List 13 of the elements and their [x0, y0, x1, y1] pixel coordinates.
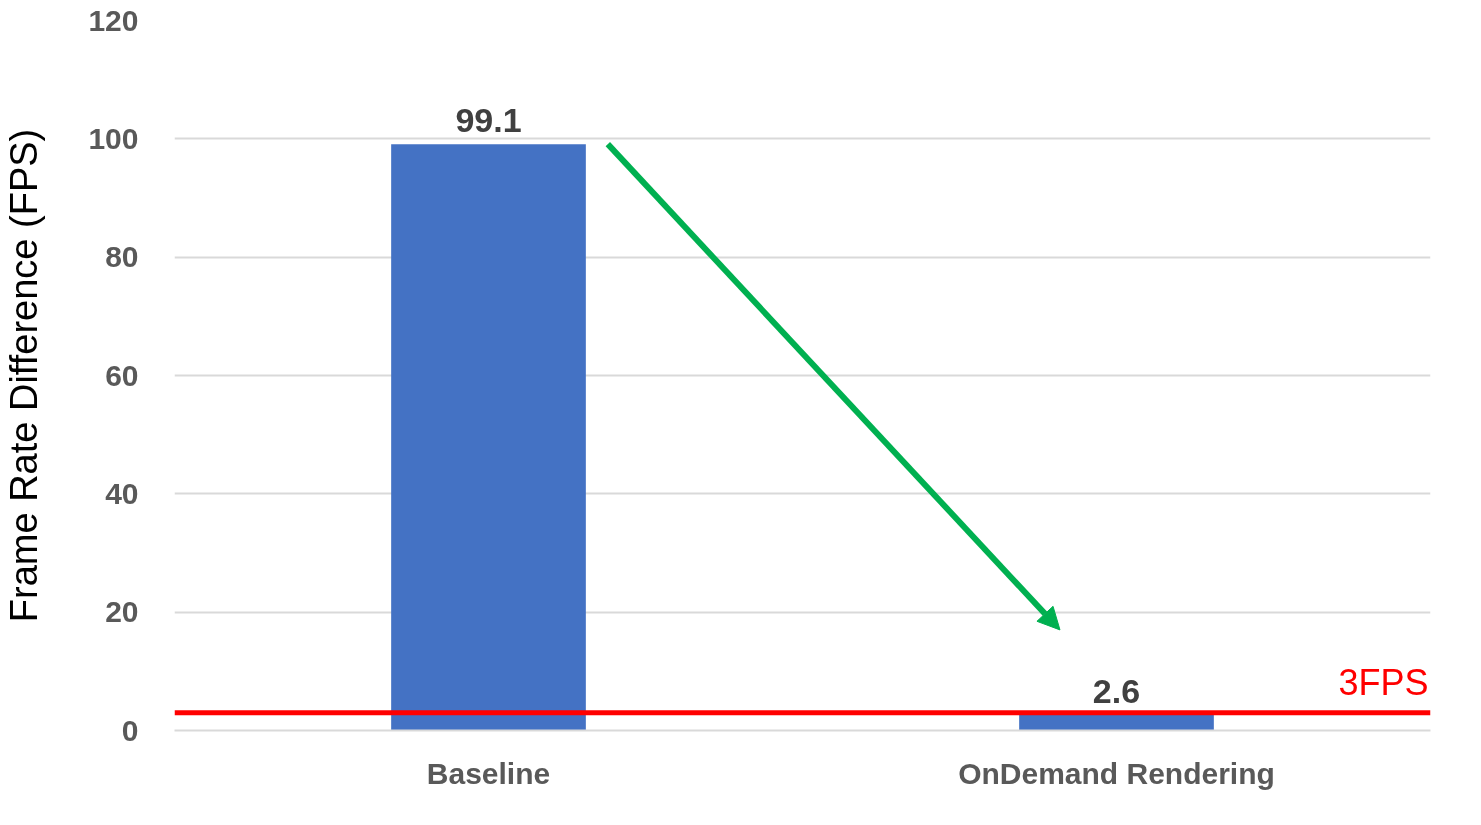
y-tick-label: 100 [88, 121, 139, 155]
y-tick-label: 0 [121, 713, 139, 747]
data-label: 2.6 [1092, 672, 1141, 711]
y-tick-label: 60 [105, 358, 139, 392]
x-tick-label: OnDemand Rendering [958, 756, 1275, 790]
y-tick-label: 40 [105, 476, 139, 510]
x-tick-label: Baseline [426, 756, 551, 790]
data-label: 99.1 [455, 101, 522, 140]
y-tick-label: 120 [88, 3, 139, 37]
y-tick-label: 20 [105, 595, 139, 629]
ref-line-label: 3FPS [1338, 661, 1429, 703]
y-tick-label: 80 [105, 240, 139, 274]
y-axis-title: Frame Rate Difference (FPS) [3, 128, 46, 623]
